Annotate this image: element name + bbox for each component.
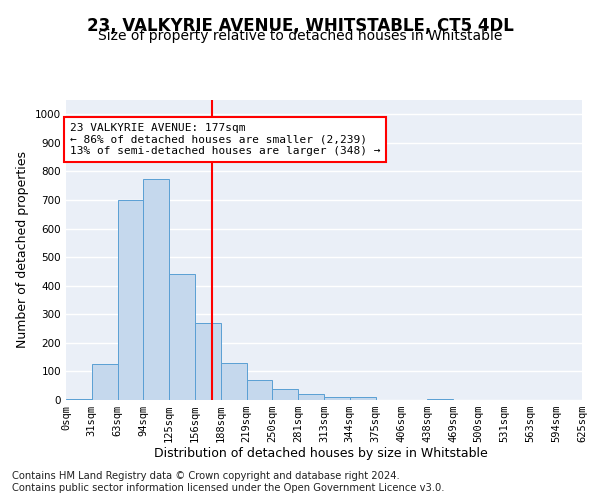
- Bar: [350, 396, 376, 400]
- Bar: [427, 398, 453, 400]
- Bar: [298, 394, 324, 400]
- Bar: [221, 363, 247, 400]
- Text: Contains public sector information licensed under the Open Government Licence v3: Contains public sector information licen…: [12, 483, 445, 493]
- Text: 23, VALKYRIE AVENUE, WHITSTABLE, CT5 4DL: 23, VALKYRIE AVENUE, WHITSTABLE, CT5 4DL: [86, 18, 514, 36]
- Text: Contains HM Land Registry data © Crown copyright and database right 2024.: Contains HM Land Registry data © Crown c…: [12, 471, 400, 481]
- Bar: [247, 380, 272, 400]
- Y-axis label: Number of detached properties: Number of detached properties: [16, 152, 29, 348]
- Bar: [66, 398, 92, 400]
- Text: Size of property relative to detached houses in Whitstable: Size of property relative to detached ho…: [98, 29, 502, 43]
- Bar: [272, 388, 298, 400]
- Bar: [118, 200, 143, 400]
- Bar: [92, 364, 118, 400]
- Bar: [169, 274, 195, 400]
- Bar: [195, 323, 221, 400]
- Text: 23 VALKYRIE AVENUE: 177sqm
← 86% of detached houses are smaller (2,239)
13% of s: 23 VALKYRIE AVENUE: 177sqm ← 86% of deta…: [70, 123, 380, 156]
- Bar: [324, 396, 350, 400]
- Bar: [143, 178, 169, 400]
- Text: Distribution of detached houses by size in Whitstable: Distribution of detached houses by size …: [154, 448, 488, 460]
